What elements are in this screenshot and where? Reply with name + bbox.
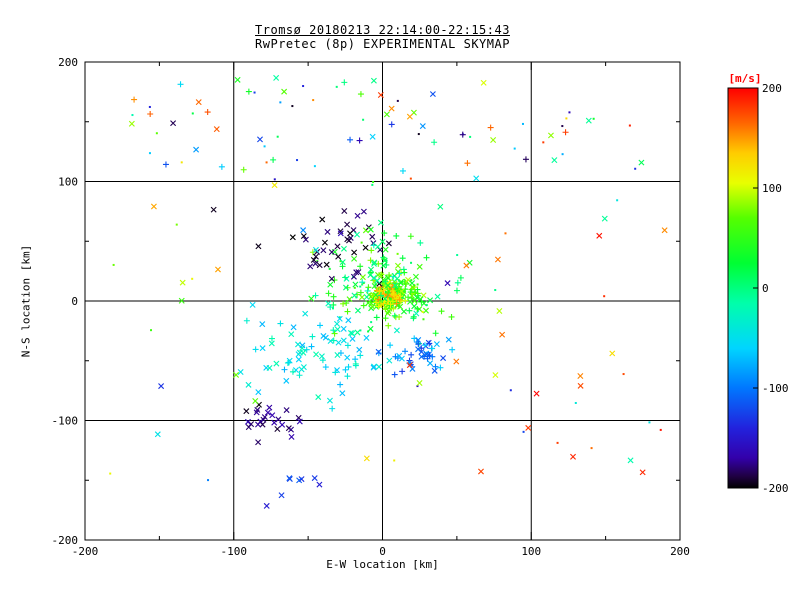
axes-layer [84,61,681,541]
svg-text:100: 100 [521,545,541,558]
x-axis-label: E-W location [km] [326,558,439,571]
svg-text:0: 0 [71,295,78,308]
svg-text:100: 100 [762,182,782,195]
plot-title: Tromsø 20180213 22:14:00-22:15:43 [255,23,510,37]
svg-text:-200: -200 [72,545,99,558]
svg-text:-100: -100 [221,545,248,558]
svg-text:200: 200 [58,56,78,69]
svg-text:-200: -200 [762,482,789,495]
data-points [109,74,668,509]
svg-text:-100: -100 [762,382,789,395]
svg-text:0: 0 [762,282,769,295]
svg-text:100: 100 [58,176,78,189]
colorbar: 200 100 0 -100 -200 [727,82,789,495]
tick-labels: -200 -100 0 100 200 -200 -100 0 100 200 [52,56,690,558]
svg-text:200: 200 [762,82,782,95]
svg-text:0: 0 [379,545,386,558]
plot-subtitle: RwPretec (8p) EXPERIMENTAL SKYMAP [255,37,510,51]
svg-text:200: 200 [670,545,690,558]
svg-text:-100: -100 [52,415,79,428]
y-axis-label: N-S location [km] [19,244,33,358]
colorbar-units-label: [m/s] [728,72,762,85]
svg-text:-200: -200 [52,534,79,547]
